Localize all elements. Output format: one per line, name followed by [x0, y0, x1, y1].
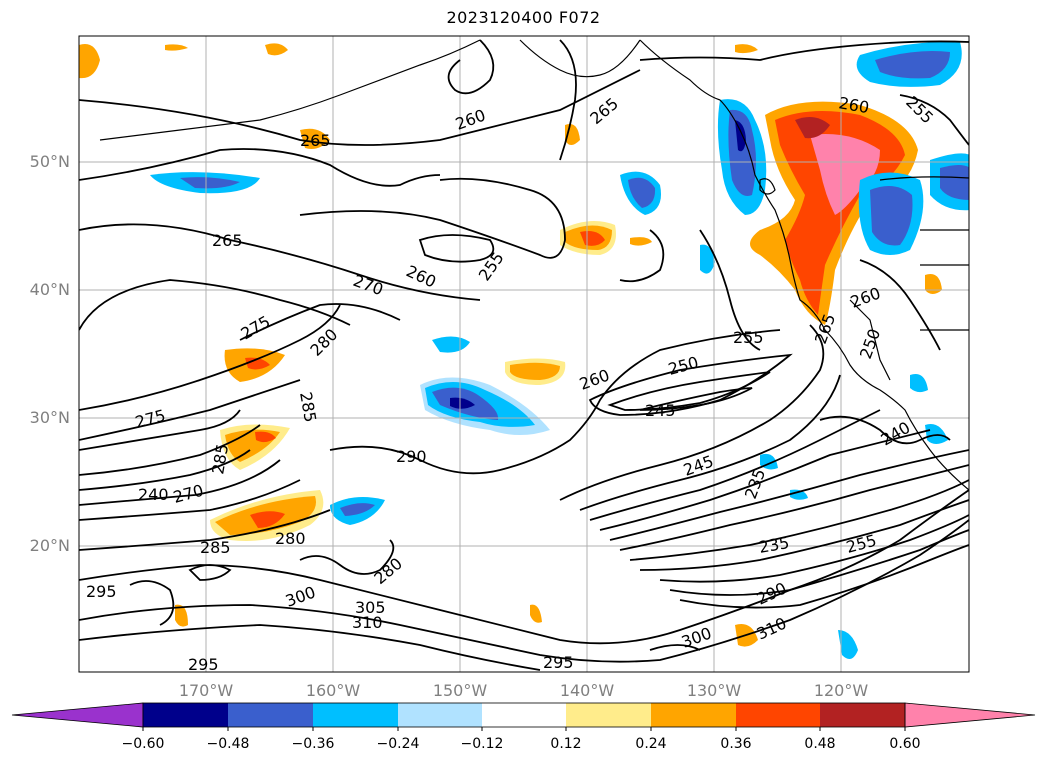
colorbar-segment: [228, 703, 313, 727]
colorbar-tick-label: 0.48: [804, 736, 836, 752]
colorbar-extend-max: [904, 702, 1036, 728]
colorbar-segment: [736, 703, 820, 727]
colorbar-tick-label: 0.24: [635, 736, 667, 752]
contour-label: 285: [200, 538, 231, 557]
contour-label: 280: [275, 529, 306, 548]
colorbar-tick-label: −0.36: [291, 736, 335, 752]
map-title: 2023120400 F072: [446, 8, 601, 27]
anomaly-shading: [79, 41, 969, 659]
contour-label: 255: [733, 328, 764, 347]
contour-label: 290: [396, 447, 427, 466]
lon-label-170w: 170°W: [178, 681, 234, 700]
lon-label-150w: 150°W: [432, 681, 488, 700]
coastlines: [99, 39, 969, 491]
colorbar-segment: [820, 703, 905, 727]
colorbar-tick-label: −0.60: [121, 736, 165, 752]
colorbar-segment: [651, 703, 736, 727]
colorbar-segment: [482, 703, 566, 727]
lon-label-130w: 130°W: [686, 681, 742, 700]
lat-label-50n: 50°N: [29, 152, 70, 171]
lat-label-40n: 40°N: [29, 280, 70, 299]
lon-label-160w: 160°W: [305, 681, 361, 700]
contour-label: 295: [543, 653, 574, 672]
contour-label: 295: [188, 655, 219, 674]
colorbar-segment: [566, 703, 651, 727]
geopotential-contours: [79, 39, 969, 671]
colorbar-segment: [313, 703, 398, 727]
colorbar-tick-label: −0.24: [376, 736, 420, 752]
colorbar-segment: [143, 703, 228, 727]
colorbar-tick-label: 0.12: [550, 736, 582, 752]
contour-label: 295: [86, 582, 117, 601]
colorbar-tick-label: 0.36: [720, 736, 752, 752]
colorbar: [11, 702, 1036, 731]
contour-label: 265: [300, 131, 331, 150]
colorbar-extend-min: [11, 702, 144, 728]
contour-label: 245: [645, 401, 676, 420]
colorbar-segment: [398, 703, 482, 727]
colorbar-tick-label: −0.48: [206, 736, 250, 752]
colorbar-tick-label: 0.60: [889, 736, 921, 752]
contour-label: 265: [212, 231, 243, 250]
lon-label-120w: 120°W: [813, 681, 869, 700]
map-frame: [78, 35, 970, 673]
lat-label-20n: 20°N: [29, 536, 70, 555]
contour-label: 240: [138, 485, 169, 504]
contour-label: 310: [352, 613, 383, 632]
lon-label-140w: 140°W: [559, 681, 615, 700]
colorbar-tick-label: −0.12: [460, 736, 504, 752]
contour-label: 305: [355, 598, 386, 617]
lat-label-30n: 30°N: [29, 408, 70, 427]
